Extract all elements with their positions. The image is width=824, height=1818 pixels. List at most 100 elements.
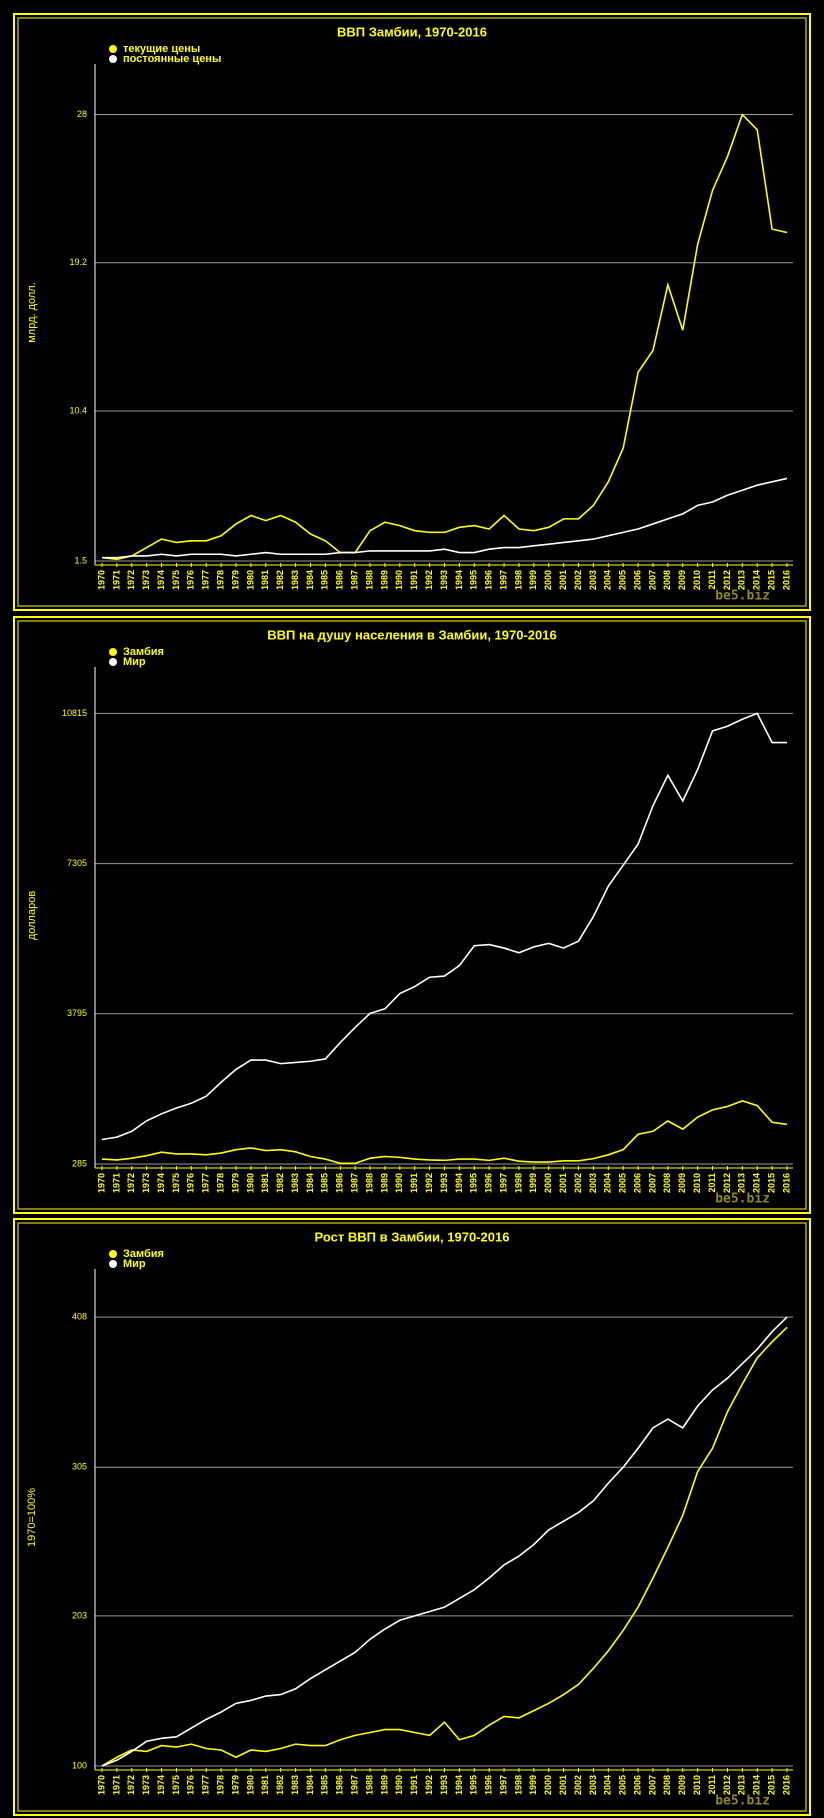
panel-border [13, 1218, 811, 1816]
x-tick-label: 1986 [335, 1775, 345, 1795]
x-tick-label: 1972 [126, 1775, 136, 1795]
x-tick-label: 2008 [662, 570, 672, 590]
x-tick-label: 1991 [409, 570, 419, 590]
x-tick-label: 1979 [230, 570, 240, 590]
x-tick-label: 1984 [305, 570, 315, 590]
y-tick-label: 3795 [67, 1008, 87, 1018]
x-tick-label: 1974 [156, 1173, 166, 1193]
x-tick-label: 1974 [156, 1775, 166, 1795]
x-tick-label: 1978 [216, 1775, 226, 1795]
x-tick-label: 1992 [424, 1173, 434, 1193]
x-tick-label: 2012 [722, 1775, 732, 1795]
x-tick-label: 1991 [409, 1775, 419, 1795]
x-tick-label: 1976 [186, 570, 196, 590]
x-tick-label: 1970 [96, 1173, 106, 1193]
x-tick-label: 1990 [394, 570, 404, 590]
x-tick-label: 2007 [647, 570, 657, 590]
x-tick-label: 1981 [260, 570, 270, 590]
y-axis-title: долларов [26, 891, 38, 940]
x-tick-label: 1973 [141, 1173, 151, 1193]
y-tick-label: 19.2 [69, 257, 87, 267]
x-tick-label: 1998 [513, 1775, 523, 1795]
x-tick-label: 2005 [618, 1173, 628, 1193]
x-tick-label: 1988 [364, 1775, 374, 1795]
x-tick-label: 2000 [543, 570, 553, 590]
x-tick-label: 2007 [647, 1173, 657, 1193]
x-tick-label: 1973 [141, 1775, 151, 1795]
y-tick-label: 285 [72, 1158, 87, 1168]
watermark: be5.biz [715, 1794, 770, 1809]
x-tick-label: 1979 [230, 1173, 240, 1193]
panel-border-inner [17, 1222, 807, 1812]
series-line [101, 1100, 788, 1165]
x-tick-label: 2015 [766, 1173, 776, 1193]
legend-marker [109, 1250, 117, 1258]
x-tick-label: 1999 [528, 570, 538, 590]
x-tick-label: 1998 [513, 1173, 523, 1193]
x-tick-label: 1992 [424, 1775, 434, 1795]
x-tick-label: 2014 [752, 1173, 762, 1193]
y-tick-label: 1.5 [74, 555, 87, 565]
x-tick-label: 1983 [290, 1173, 300, 1193]
x-tick-label: 2016 [781, 570, 791, 590]
x-tick-label: 1978 [216, 1173, 226, 1193]
x-tick-label: 2009 [677, 1775, 687, 1795]
x-tick-label: 2006 [632, 570, 642, 590]
x-tick-label: 1993 [439, 1173, 449, 1193]
x-tick-label: 2011 [707, 570, 717, 590]
x-tick-label: 2010 [692, 570, 702, 590]
chart-title: ВВП Замбии, 1970-2016 [337, 24, 487, 39]
x-tick-label: 1990 [394, 1775, 404, 1795]
x-tick-label: 2008 [662, 1775, 672, 1795]
x-tick-label: 1999 [528, 1775, 538, 1795]
panel-border-inner [17, 620, 807, 1210]
x-tick-label: 2016 [781, 1775, 791, 1795]
legend-marker [109, 45, 117, 53]
x-tick-label: 1991 [409, 1173, 419, 1193]
x-tick-label: 1973 [141, 570, 151, 590]
x-tick-label: 1983 [290, 570, 300, 590]
x-tick-label: 2009 [677, 570, 687, 590]
x-tick-label: 2002 [573, 1173, 583, 1193]
x-tick-label: 1984 [305, 1173, 315, 1193]
legend-label: Мир [123, 656, 146, 668]
x-tick-label: 1971 [111, 1775, 121, 1795]
x-tick-label: 1989 [379, 1173, 389, 1193]
x-tick-label: 2001 [558, 1173, 568, 1193]
x-tick-label: 1998 [513, 570, 523, 590]
x-tick-label: 2011 [707, 1173, 717, 1193]
x-tick-label: 2013 [737, 1775, 747, 1795]
x-tick-label: 1987 [350, 570, 360, 590]
x-tick-label: 2006 [632, 1775, 642, 1795]
x-tick-label: 2013 [737, 1173, 747, 1193]
x-tick-label: 1971 [111, 570, 121, 590]
x-tick-label: 2011 [707, 1775, 717, 1795]
legend-marker [109, 648, 117, 656]
x-tick-label: 1980 [245, 1173, 255, 1193]
x-tick-label: 1993 [439, 570, 449, 590]
x-tick-label: 1994 [454, 1775, 464, 1795]
x-tick-label: 2004 [603, 1173, 613, 1193]
x-tick-label: 1988 [364, 1173, 374, 1193]
x-tick-label: 1989 [379, 1775, 389, 1795]
x-tick-label: 2015 [766, 1775, 776, 1795]
x-tick-label: 1971 [111, 1173, 121, 1193]
x-tick-label: 2012 [722, 1173, 732, 1193]
x-tick-label: 1988 [364, 570, 374, 590]
x-tick-label: 2004 [603, 1775, 613, 1795]
watermark: be5.biz [715, 1192, 770, 1207]
series-line [101, 113, 788, 561]
x-tick-label: 2007 [647, 1775, 657, 1795]
x-tick-label: 1994 [454, 570, 464, 590]
y-axis-title: млрд. долл. [26, 282, 38, 343]
y-axis-title: 1970=100% [26, 1488, 38, 1547]
x-tick-label: 1990 [394, 1173, 404, 1193]
chart-title: Рост ВВП в Замбии, 1970-2016 [315, 1229, 510, 1244]
x-tick-label: 2001 [558, 1775, 568, 1795]
x-tick-label: 1987 [350, 1775, 360, 1795]
y-tick-label: 408 [72, 1311, 87, 1321]
x-tick-label: 1985 [320, 1173, 330, 1193]
x-tick-label: 2002 [573, 1775, 583, 1795]
x-tick-label: 1997 [498, 1775, 508, 1795]
